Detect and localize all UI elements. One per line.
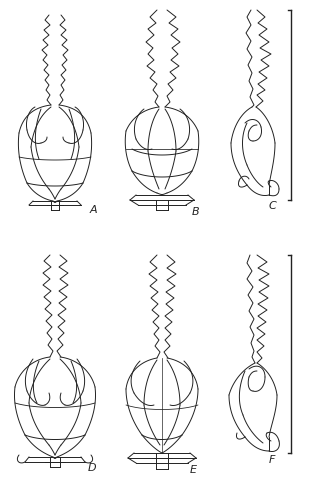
Text: F: F <box>269 455 275 465</box>
Text: B: B <box>192 207 200 217</box>
Text: E: E <box>190 465 197 475</box>
Text: C: C <box>269 201 277 211</box>
Text: A: A <box>90 205 98 215</box>
Text: D: D <box>88 463 97 473</box>
